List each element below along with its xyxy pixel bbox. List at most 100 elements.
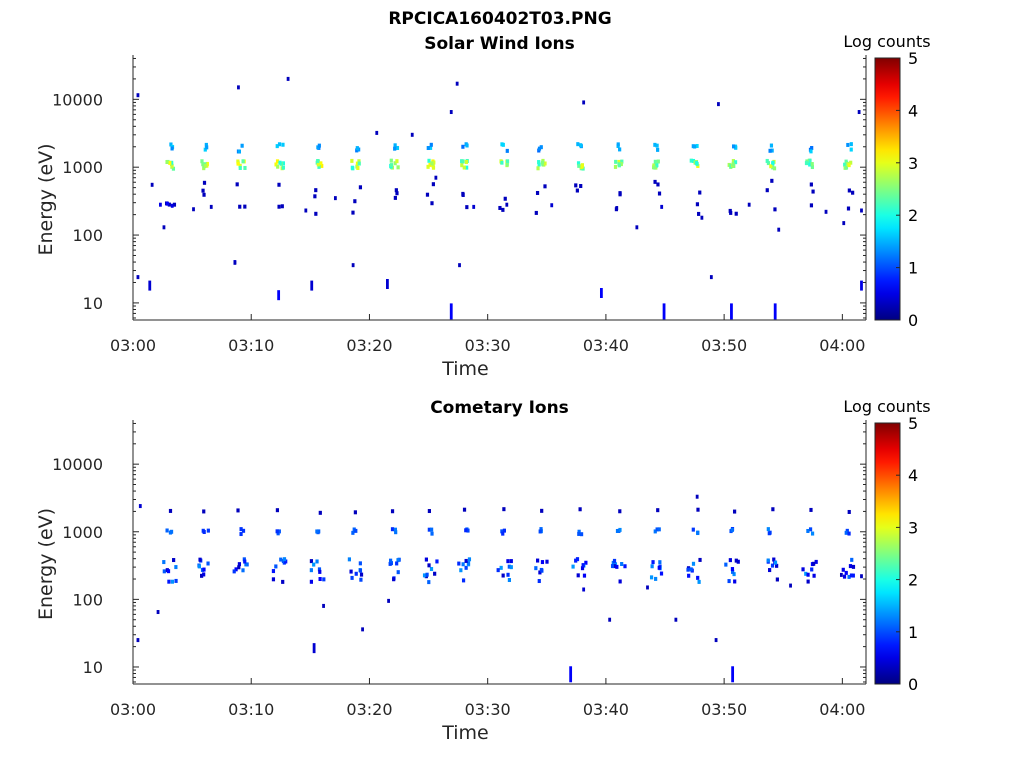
data-cell (714, 638, 718, 643)
data-cell (237, 565, 241, 570)
data-cell (731, 144, 736, 149)
data-cell (849, 142, 853, 147)
data-cell (426, 146, 430, 151)
data-cell (772, 557, 776, 562)
data-cell (851, 190, 855, 195)
colorbar: Log counts 0 1 2 3 4 5 (843, 32, 930, 330)
data-cell (394, 188, 398, 193)
data-cell (241, 568, 245, 573)
data-cell (766, 558, 770, 563)
x-tick-label: 03:20 (346, 336, 392, 355)
data-cell (574, 558, 578, 563)
data-cell (731, 666, 735, 683)
data-cell (430, 161, 434, 166)
data-cell (656, 159, 660, 164)
data-cell (620, 562, 624, 567)
data-cell (537, 162, 541, 167)
data-cell (396, 165, 400, 170)
data-cell (200, 573, 204, 578)
data-cell (320, 163, 324, 168)
data-cell (465, 165, 469, 170)
x-tick-label: 03:30 (465, 700, 511, 719)
data-cell (458, 263, 461, 268)
data-cell (614, 159, 618, 164)
y-axis-label: Energy (eV) (35, 143, 57, 255)
x-axis-label: Time (441, 722, 489, 744)
data-cell (501, 207, 505, 212)
data-cell (731, 569, 735, 574)
data-cell (237, 85, 240, 90)
data-cell (574, 183, 578, 188)
data-cell (465, 205, 469, 210)
data-cell (846, 206, 851, 211)
x-tick-label: 03:50 (701, 700, 747, 719)
data-cell (686, 567, 690, 572)
data-cell (204, 163, 208, 168)
data-cell (580, 566, 585, 571)
data-cell (165, 528, 169, 533)
data-cell (620, 159, 624, 164)
data-cell (430, 201, 434, 206)
data-cell (618, 509, 622, 514)
data-cell (577, 163, 581, 168)
y-tick-label: 100 (72, 226, 103, 245)
data-cell (358, 561, 362, 566)
colorbar-tick-label: 5 (908, 49, 918, 68)
data-cell (496, 568, 500, 573)
data-cell (392, 577, 396, 582)
data-cell (847, 531, 851, 536)
data-cell (395, 145, 400, 150)
data-cell (464, 558, 468, 563)
data-cell (168, 508, 173, 513)
data-cell (809, 507, 813, 512)
data-cell (162, 569, 166, 574)
data-cell (233, 260, 237, 265)
data-cell (136, 638, 140, 643)
data-cell (422, 573, 427, 578)
data-cell (278, 160, 282, 165)
data-cell (275, 144, 279, 149)
data-cell (844, 159, 848, 164)
data-cell (857, 110, 861, 115)
data-cell (431, 182, 435, 187)
data-cell (576, 573, 580, 578)
data-cell (847, 188, 851, 193)
heatmap-data (136, 76, 863, 320)
colorbar-tick-label: 4 (908, 466, 918, 485)
data-cell (860, 208, 863, 213)
data-cell (427, 563, 431, 568)
data-cell (500, 160, 504, 165)
data-cell (466, 561, 471, 566)
data-cell (238, 165, 242, 170)
data-cell (148, 280, 152, 291)
data-cell (839, 572, 843, 577)
data-cell (232, 569, 236, 574)
y-tick-label: 1000 (62, 158, 103, 177)
data-cell (393, 146, 397, 151)
data-cell (237, 149, 241, 154)
data-cell (322, 603, 325, 608)
data-cell (734, 211, 738, 216)
data-cell (770, 178, 774, 183)
data-cell (410, 132, 414, 137)
data-cell (428, 145, 433, 150)
data-cell (276, 164, 280, 169)
data-cell (500, 529, 504, 534)
data-cell (599, 287, 603, 298)
data-cell (424, 557, 428, 562)
data-cell (775, 563, 779, 568)
data-cell (198, 557, 202, 562)
data-cell (136, 275, 140, 280)
data-cell (653, 529, 657, 534)
data-cell (851, 564, 856, 569)
data-cell (319, 161, 323, 166)
data-cell (502, 528, 506, 533)
data-cell (545, 559, 549, 564)
data-cell (315, 559, 319, 564)
data-cell (356, 166, 360, 171)
data-cell (394, 530, 398, 535)
data-cell (811, 189, 815, 194)
data-cell (428, 162, 432, 167)
